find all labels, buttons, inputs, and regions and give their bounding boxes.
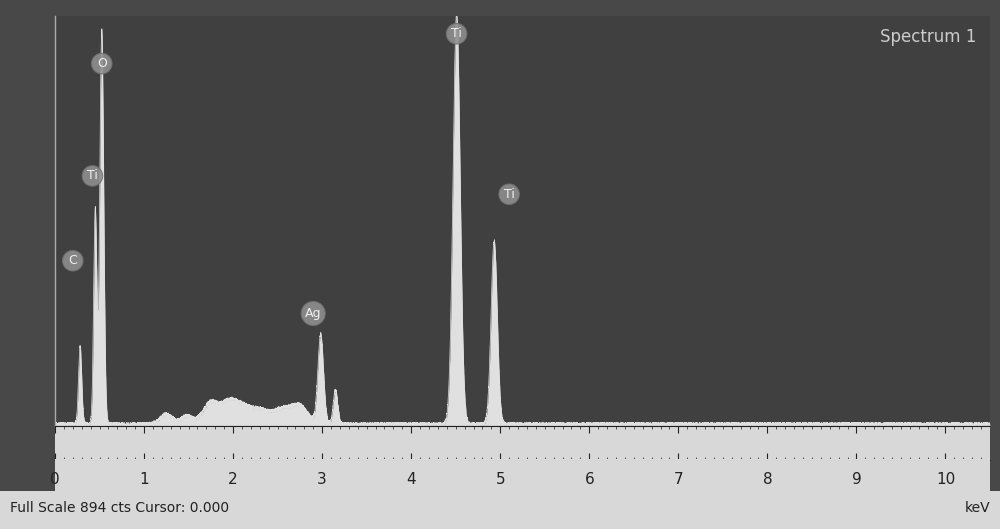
Text: 8: 8 [763,472,772,487]
Text: 2: 2 [228,472,238,487]
Text: 3: 3 [317,472,327,487]
Text: 0: 0 [50,472,60,487]
Text: keV: keV [964,501,990,515]
Text: 9: 9 [852,472,861,487]
Text: 1: 1 [139,472,149,487]
Text: Ag: Ag [305,307,321,320]
Text: Ti: Ti [451,28,462,40]
Text: Ti: Ti [504,188,515,201]
Text: C: C [68,254,77,267]
Text: Full Scale 894 cts Cursor: 0.000: Full Scale 894 cts Cursor: 0.000 [10,501,229,515]
Text: O: O [97,57,107,70]
Text: Spectrum 1: Spectrum 1 [880,28,976,46]
Text: 6: 6 [584,472,594,487]
Text: 4: 4 [406,472,416,487]
Text: 7: 7 [674,472,683,487]
Text: Ti: Ti [87,169,98,183]
Text: 10: 10 [936,472,955,487]
Text: 5: 5 [495,472,505,487]
